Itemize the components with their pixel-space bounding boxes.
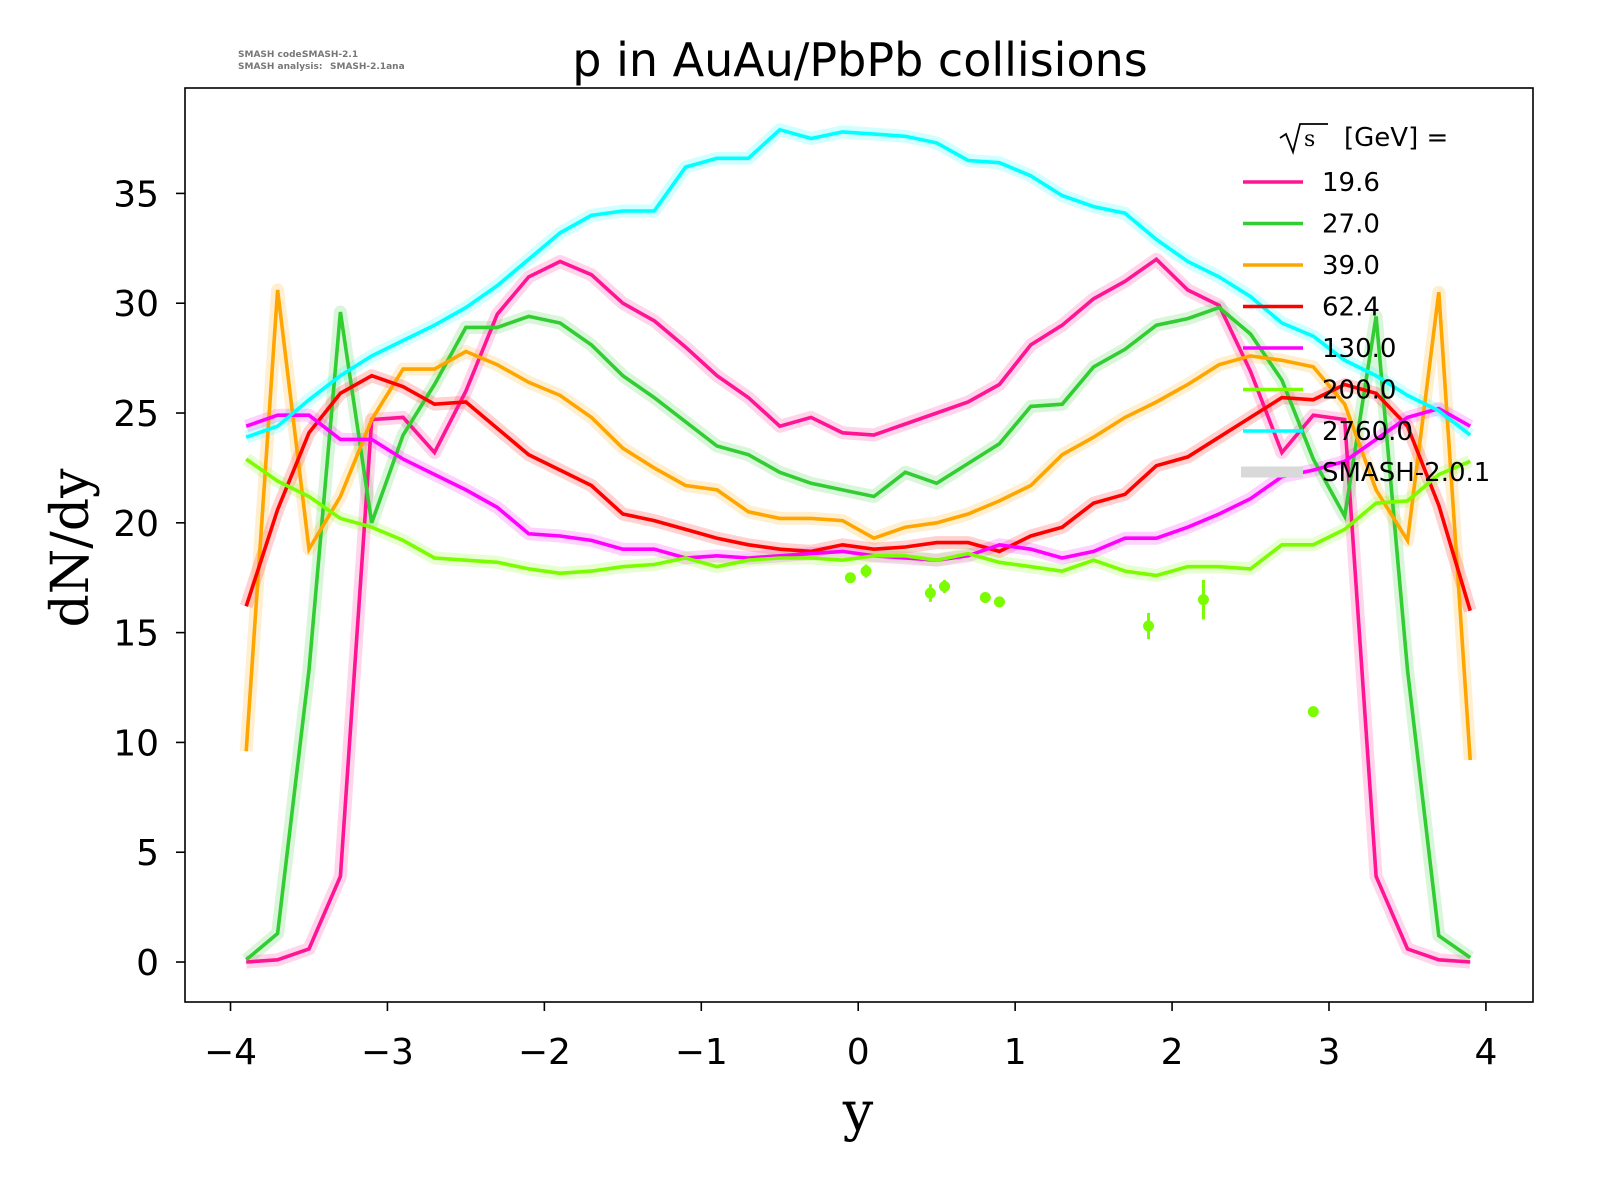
x-tick-label: 4 [1474,1032,1497,1073]
y-tick-label: 5 [136,833,159,874]
data-point [1197,594,1209,606]
legend-title-sqrt-arg: s [1304,127,1315,152]
data-point [924,587,936,599]
series-lines [244,127,1472,964]
legend-entries: 19.6 27.0 39.0 62.4 130.0 200.0 2760.0 [1243,168,1413,447]
series-line-39.0 [244,289,1472,761]
x-tick-label: −2 [518,1032,571,1073]
y-tick-label: 15 [113,614,159,655]
y-tick-label: 30 [113,284,159,325]
legend-label-2760.0: 2760.0 [1322,417,1413,447]
series-line-2760.0 [245,127,1472,439]
series-line-130.0 [245,406,1472,563]
x-axis-ticks: −4 −3 −2 −1 0 1 2 3 4 [204,1002,1497,1073]
data-point [1143,620,1155,632]
data-point [860,565,872,577]
data-point [939,581,951,593]
series-line-62.4 [244,373,1472,612]
watermark-line2-value: SMASH-2.1ana [330,62,405,72]
x-tick-label: 3 [1318,1032,1341,1073]
x-tick-label: 2 [1161,1032,1184,1073]
legend-band-label: SMASH-2.0.1 [1322,458,1490,488]
x-tick-label: −3 [361,1032,414,1073]
legend-label-27.0: 27.0 [1322,210,1380,240]
legend-title: s [GeV] = [1279,123,1448,155]
legend: s [GeV] = 19.6 27.0 39.0 62.4 130.0 200.0 2760… [1241,123,1490,488]
series-line-19.6 [246,256,1471,964]
sqrt-icon [1279,123,1328,155]
watermark-line1-label: SMASH code: [238,50,305,60]
legend-label-62.4: 62.4 [1322,293,1380,323]
y-tick-label: 20 [113,504,159,545]
chart-title: p in AuAu/PbPb collisions [572,33,1147,87]
watermark: SMASH code: SMASH-2.1 SMASH analysis: SM… [238,50,405,72]
data-point [979,591,991,603]
x-tick-label: −4 [204,1032,257,1073]
data-point [1307,706,1319,718]
x-tick-label: 1 [1004,1032,1027,1073]
y-tick-label: 10 [113,723,159,764]
data-point [844,572,856,584]
legend-label-19.6: 19.6 [1322,168,1380,198]
y-axis-label: dN/dy [41,468,101,628]
y-tick-label: 25 [113,394,159,435]
series-line-200.0 [245,457,1471,578]
y-tick-label: 35 [113,174,159,215]
legend-label-130.0: 130.0 [1322,334,1396,364]
y-axis-ticks: 0 5 10 15 20 25 30 35 [113,174,185,984]
x-axis-label: y [842,1080,874,1143]
data-point [993,596,1005,608]
y-tick-label: 0 [136,943,159,984]
watermark-line1-value: SMASH-2.1 [302,50,358,60]
x-tick-label: 0 [847,1032,870,1073]
legend-label-39.0: 39.0 [1322,251,1380,281]
experimental-points [844,564,1319,718]
legend-title-text: [GeV] = [1344,123,1448,153]
legend-label-200.0: 200.0 [1322,376,1396,406]
watermark-line2-label: SMASH analysis: [238,62,322,72]
x-tick-label: −1 [675,1032,728,1073]
